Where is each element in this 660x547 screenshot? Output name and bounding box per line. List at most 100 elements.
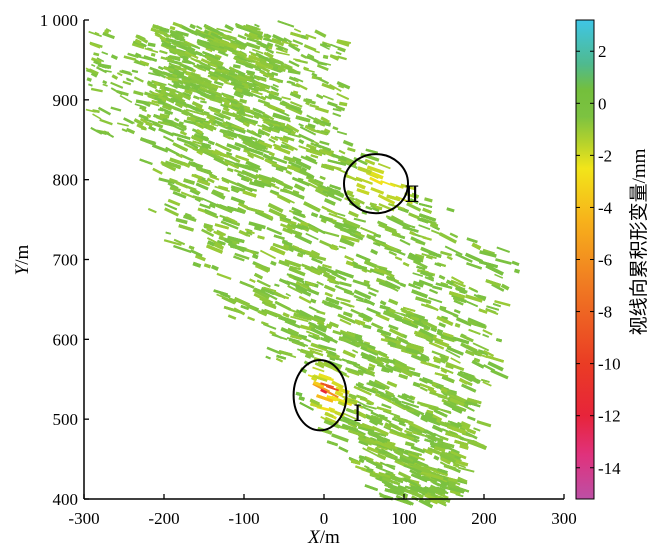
deformation-speck	[455, 316, 473, 327]
deformation-speck	[327, 278, 336, 283]
deformation-speck	[428, 251, 442, 258]
deformation-speck	[174, 101, 184, 109]
deformation-speck	[477, 349, 489, 356]
deformation-speck	[298, 138, 305, 145]
deformation-speck	[261, 178, 271, 185]
deformation-speck	[304, 353, 312, 359]
deformation-speck	[424, 498, 431, 505]
deformation-speck	[180, 42, 189, 47]
deformation-speck	[320, 337, 331, 343]
deformation-speck	[377, 162, 391, 170]
deformation-speck	[383, 417, 392, 424]
deformation-speck	[401, 313, 408, 318]
deformation-speck	[303, 201, 321, 213]
deformation-speck	[400, 282, 407, 288]
deformation-speck	[337, 55, 347, 61]
deformation-speck	[195, 89, 206, 97]
deformation-speck	[91, 63, 96, 68]
deformation-speck	[169, 25, 176, 31]
deformation-speck	[375, 264, 388, 271]
deformation-speck	[275, 166, 284, 172]
deformation-speck	[352, 349, 359, 354]
deformation-speck	[433, 455, 440, 461]
deformation-speck	[445, 364, 454, 369]
deformation-speck	[249, 139, 267, 150]
deformation-speck	[384, 335, 397, 341]
deformation-speck	[154, 33, 167, 41]
deformation-speck	[284, 259, 302, 268]
deformation-speck	[361, 422, 376, 432]
deformation-speck	[187, 162, 195, 167]
deformation-speck	[418, 224, 431, 231]
deformation-speck	[390, 286, 399, 292]
deformation-speck	[381, 403, 392, 410]
deformation-speck	[353, 385, 372, 396]
deformation-speck	[183, 64, 194, 72]
deformation-speck	[292, 39, 304, 46]
deformation-speck	[412, 280, 424, 288]
deformation-speck	[219, 128, 229, 134]
deformation-speck	[320, 44, 330, 50]
deformation-speck	[323, 128, 331, 134]
deformation-speck	[306, 288, 320, 296]
deformation-speck	[408, 310, 415, 316]
deformation-speck	[274, 300, 291, 311]
deformation-speck	[325, 296, 340, 305]
deformation-speck	[424, 493, 441, 503]
deformation-speck	[314, 50, 320, 54]
deformation-speck	[247, 187, 257, 192]
deformation-speck	[157, 108, 164, 112]
deformation-speck	[419, 383, 435, 391]
deformation-speck	[214, 223, 230, 230]
deformation-speck	[244, 146, 264, 156]
deformation-speck	[299, 126, 317, 136]
deformation-speck	[237, 207, 247, 214]
deformation-speck	[286, 327, 300, 337]
deformation-speck	[297, 177, 304, 183]
deformation-speck	[459, 370, 475, 378]
deformation-speck	[270, 155, 288, 164]
deformation-speck	[322, 42, 328, 46]
deformation-speck	[348, 429, 365, 438]
deformation-speck	[182, 162, 191, 168]
deformation-speck	[189, 23, 196, 30]
deformation-speck	[169, 32, 180, 40]
deformation-speck	[398, 234, 406, 240]
deformation-speck	[177, 91, 192, 101]
deformation-speck	[117, 122, 129, 127]
deformation-speck	[471, 242, 482, 250]
deformation-speck	[276, 354, 287, 360]
deformation-speck	[358, 440, 369, 447]
deformation-speck	[203, 43, 216, 52]
deformation-speck	[285, 292, 292, 297]
deformation-speck	[386, 380, 398, 388]
deformation-speck	[230, 196, 245, 205]
deformation-speck	[308, 347, 323, 353]
deformation-speck	[361, 211, 368, 215]
deformation-speck	[317, 265, 327, 273]
deformation-speck	[163, 239, 182, 246]
deformation-speck	[172, 191, 187, 199]
deformation-speck	[329, 220, 336, 225]
deformation-speck	[452, 461, 467, 469]
deformation-speck	[282, 312, 290, 318]
colorbar-tick-label: -8	[598, 303, 612, 322]
deformation-speck	[189, 75, 205, 84]
deformation-speck	[317, 183, 334, 194]
deformation-speck	[195, 25, 203, 30]
deformation-speck	[466, 428, 477, 435]
deformation-speck	[254, 80, 268, 89]
deformation-speck	[201, 142, 211, 149]
deformation-speck	[247, 151, 265, 161]
deformation-speck	[157, 65, 164, 71]
deformation-speck	[323, 118, 330, 124]
deformation-speck	[308, 321, 316, 327]
deformation-speck	[239, 98, 248, 104]
deformation-speck	[191, 161, 199, 168]
deformation-speck	[257, 130, 265, 136]
deformation-speck	[313, 324, 327, 333]
deformation-speck	[275, 108, 290, 117]
deformation-speck	[220, 220, 239, 230]
deformation-speck	[358, 455, 367, 461]
deformation-speck	[237, 51, 248, 58]
